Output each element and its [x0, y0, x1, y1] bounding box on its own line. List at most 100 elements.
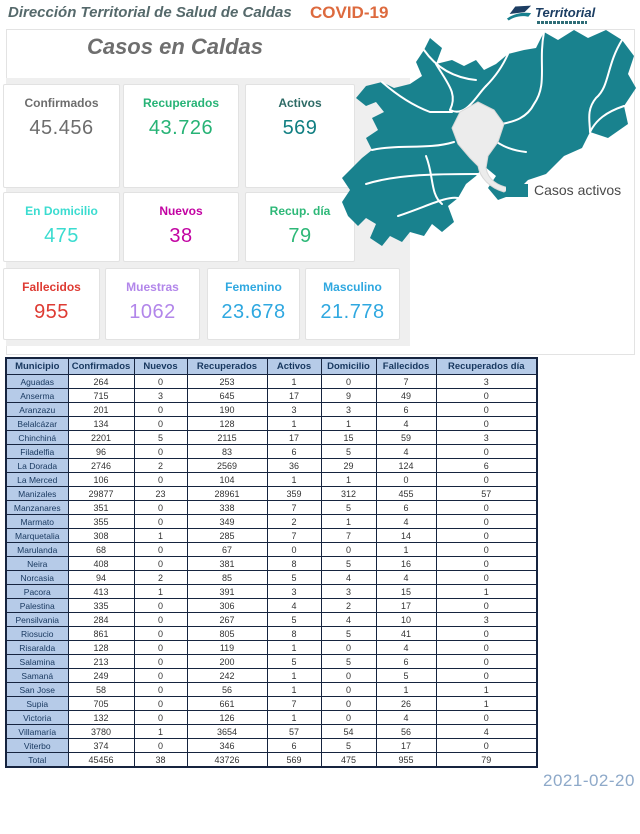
value-cell: 351 — [67, 500, 135, 515]
value-cell: 391 — [186, 584, 268, 599]
value-cell: 2201 — [67, 430, 135, 445]
municipality-cell: Pensilvania — [5, 612, 69, 627]
value-cell: 56 — [186, 682, 268, 697]
value-cell: 285 — [186, 528, 268, 543]
municipality-cell: Samaná — [5, 668, 69, 683]
municipality-table-wrap: Municipio Confirmados Nuevos Recuperados Act… — [5, 357, 538, 768]
value-cell: 190 — [186, 402, 268, 417]
column-header: Recuperados día — [435, 357, 538, 375]
card-muestras-value: 1062 — [129, 301, 176, 323]
value-cell: 355 — [67, 514, 135, 529]
value-cell: 715 — [67, 388, 135, 403]
value-cell: 374 — [67, 738, 135, 753]
value-cell: 2746 — [67, 458, 135, 473]
municipality-cell: Aranzazu — [5, 402, 69, 417]
value-cell: 1 — [435, 682, 538, 697]
value-cell: 338 — [186, 500, 268, 515]
value-cell: 0 — [320, 542, 377, 557]
value-cell: 6 — [375, 402, 437, 417]
value-cell: 119 — [186, 640, 268, 655]
map-legend: Casos activos — [506, 182, 621, 198]
caldas-map: Casos activos — [342, 30, 636, 246]
territorial-logo: Territorial — [505, 3, 637, 29]
table-row: Chinchiná 2201 5 2115 17 15 59 3 — [5, 430, 538, 445]
value-cell: 3 — [320, 584, 377, 599]
value-cell: 14 — [375, 528, 437, 543]
value-cell: 8 — [266, 626, 322, 641]
card-femenino-label: Femenino — [225, 280, 282, 294]
municipality-cell: San Jose — [5, 682, 69, 697]
value-cell: 15 — [375, 584, 437, 599]
value-cell: 0 — [320, 640, 377, 655]
card-femenino: Femenino 23.678 — [207, 268, 300, 340]
value-cell: 249 — [67, 668, 135, 683]
value-cell: 1 — [266, 640, 322, 655]
municipality-cell: La Merced — [5, 472, 69, 487]
value-cell: 0 — [435, 388, 538, 403]
value-cell: 134 — [67, 416, 135, 431]
value-cell: 0 — [133, 374, 188, 389]
value-cell: 0 — [435, 598, 538, 613]
column-header: Confirmados — [67, 357, 135, 375]
card-confirmados-value: 45.456 — [29, 117, 94, 139]
value-cell: 3 — [435, 374, 538, 389]
value-cell: 0 — [435, 416, 538, 431]
value-cell: 3 — [266, 584, 322, 599]
card-masculino-value: 21.778 — [320, 301, 385, 323]
value-cell: 57 — [435, 486, 538, 501]
value-cell: 28961 — [186, 486, 268, 501]
value-cell: 6 — [435, 458, 538, 473]
municipality-cell: Marulanda — [5, 542, 69, 557]
municipality-cell: Aguadas — [5, 374, 69, 389]
card-nuevos: Nuevos 38 — [123, 192, 239, 262]
value-cell: 2569 — [186, 458, 268, 473]
legend-swatch — [506, 184, 528, 197]
value-cell: 5 — [320, 738, 377, 753]
value-cell: 1 — [266, 416, 322, 431]
value-cell: 1 — [266, 374, 322, 389]
table-row: Manizales 29877 23 28961 359 312 455 57 — [5, 486, 538, 501]
municipality-cell: Supia — [5, 696, 69, 711]
table-row: San Jose 58 0 56 1 0 1 1 — [5, 682, 538, 697]
value-cell: 7 — [266, 696, 322, 711]
value-cell: 41 — [375, 626, 437, 641]
value-cell: 0 — [133, 402, 188, 417]
card-recuperados-value: 43.726 — [148, 117, 214, 139]
value-cell: 312 — [320, 486, 377, 501]
value-cell: 17 — [266, 388, 322, 403]
card-muestras-label: Muestras — [126, 280, 179, 294]
value-cell: 264 — [67, 374, 135, 389]
value-cell: 23 — [133, 486, 188, 501]
value-cell: 0 — [375, 472, 437, 487]
value-cell: 1 — [266, 710, 322, 725]
value-cell: 661 — [186, 696, 268, 711]
value-cell: 49 — [375, 388, 437, 403]
table-row: Riosucio 861 0 805 8 5 41 0 — [5, 626, 538, 641]
value-cell: 5 — [320, 444, 377, 459]
card-en-domicilio: En Domicilio 475 — [3, 192, 120, 262]
municipality-cell: Manizales — [5, 486, 69, 501]
value-cell: 2115 — [186, 430, 268, 445]
value-cell: 9 — [320, 388, 377, 403]
value-cell: 4 — [375, 514, 437, 529]
value-cell: 1 — [435, 584, 538, 599]
card-recup-dia: Recup. día 79 — [245, 192, 355, 262]
value-cell: 335 — [67, 598, 135, 613]
municipality-cell: Belalcázar — [5, 416, 69, 431]
column-header: Recuperados — [186, 357, 268, 375]
card-nuevos-label: Nuevos — [159, 204, 203, 218]
value-cell: 6 — [375, 654, 437, 669]
table-row: Aguadas 264 0 253 1 0 7 3 — [5, 374, 538, 389]
table-row: La Dorada 2746 2 2569 36 29 124 6 — [5, 458, 538, 473]
column-header: Domicilio — [320, 357, 377, 375]
table-row: Marquetalia 308 1 285 7 7 14 0 — [5, 528, 538, 543]
municipality-cell: Neira — [5, 556, 69, 571]
value-cell: 4 — [375, 640, 437, 655]
value-cell: 5 — [320, 556, 377, 571]
municipality-cell: Victoria — [5, 710, 69, 725]
municipality-cell: Norcasia — [5, 570, 69, 585]
table-row: La Merced 106 0 104 1 1 0 0 — [5, 472, 538, 487]
value-cell: 10 — [375, 612, 437, 627]
card-recup-dia-value: 79 — [288, 225, 312, 247]
value-cell: 1 — [133, 724, 188, 739]
